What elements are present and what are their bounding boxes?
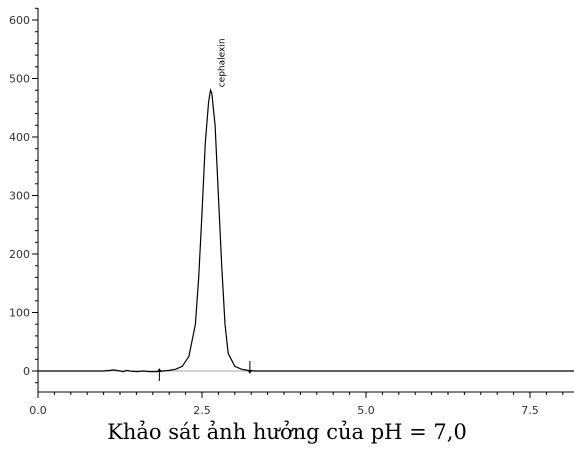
y-tick-label: 300 bbox=[9, 190, 30, 203]
y-tick-label: 0 bbox=[23, 365, 30, 378]
y-ticks: 0 100 200 300 400 500 600 bbox=[9, 7, 38, 384]
x-tick-label: 5.0 bbox=[357, 404, 375, 417]
y-tick-label: 500 bbox=[9, 73, 30, 86]
y-tick-label: 100 bbox=[9, 307, 30, 320]
arrow-down-marker bbox=[247, 361, 253, 374]
y-tick-label: 200 bbox=[9, 248, 30, 261]
x-ticks: 0.0 2.5 5.0 7.5 bbox=[29, 392, 564, 417]
peak-label: cephalexin bbox=[218, 38, 228, 87]
y-tick-label: 600 bbox=[9, 14, 30, 27]
integration-markers bbox=[156, 361, 253, 381]
chart-caption: Khảo sát ảnh hưởng của pH = 7,0 bbox=[107, 420, 467, 444]
chromatogram-trace bbox=[38, 88, 574, 373]
arrow-up-marker bbox=[156, 368, 162, 381]
x-tick-label: 7.5 bbox=[521, 404, 539, 417]
x-tick-label: 0.0 bbox=[29, 404, 47, 417]
peak-annotations: cephalexin bbox=[218, 38, 228, 87]
y-tick-label: 400 bbox=[9, 131, 30, 144]
x-tick-label: 2.5 bbox=[193, 404, 211, 417]
